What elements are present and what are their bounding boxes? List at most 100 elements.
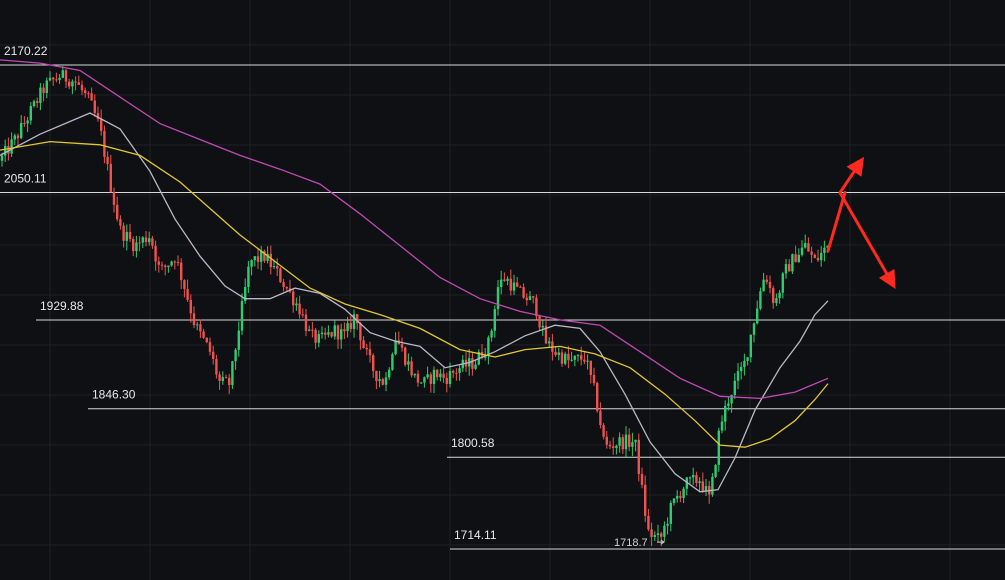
candle-up xyxy=(352,314,356,329)
candle-up xyxy=(340,329,343,340)
candle-up xyxy=(573,356,576,360)
low-marker: 1718.7 xyxy=(614,537,665,549)
candle-down xyxy=(202,331,205,338)
forecast-arrows xyxy=(826,156,896,290)
candle-down xyxy=(452,370,455,373)
candle-up xyxy=(45,80,48,94)
candle-down xyxy=(765,279,768,282)
candle-up xyxy=(308,329,311,331)
candle-up xyxy=(727,403,730,406)
candle-up xyxy=(711,476,714,495)
price-level-label: 1800.58 xyxy=(451,436,495,450)
price-level-label: 2050.11 xyxy=(4,171,47,185)
candle-down xyxy=(583,359,586,362)
candle-down xyxy=(311,329,314,331)
candle-down xyxy=(637,439,640,474)
candle-down xyxy=(183,280,186,289)
candle-down xyxy=(90,93,93,101)
candle-up xyxy=(778,292,781,299)
candle-down xyxy=(381,379,384,385)
candle-up xyxy=(487,337,490,356)
candle-down xyxy=(372,355,375,371)
candle-down xyxy=(554,351,557,355)
price-level-label: 2170.22 xyxy=(4,44,48,58)
candle-down xyxy=(410,361,413,376)
candle-down xyxy=(256,256,260,262)
candle-up xyxy=(333,325,336,337)
candle-down xyxy=(794,254,797,263)
candle-down xyxy=(132,238,135,252)
candle-up xyxy=(250,260,253,267)
candle-down xyxy=(122,225,125,241)
candle-up xyxy=(29,106,32,121)
candle-up xyxy=(391,354,394,370)
candle-down xyxy=(365,347,368,350)
candle-up xyxy=(724,405,727,422)
candle-down xyxy=(84,90,87,94)
price-levels: 2170.22 2050.11 1929.88 1846.30 1800.58 1714.… xyxy=(0,44,1005,550)
candle-up xyxy=(631,442,634,447)
candle-down xyxy=(592,374,596,384)
candle-down xyxy=(93,100,96,114)
candle-up xyxy=(260,250,263,262)
candle-up xyxy=(474,364,477,369)
candle-up xyxy=(541,325,544,328)
candle-down xyxy=(701,481,704,491)
candle-up xyxy=(148,238,151,243)
candle-down xyxy=(80,84,84,91)
candle-down xyxy=(516,282,519,287)
candle-up xyxy=(746,357,749,361)
ma-mid-line xyxy=(0,140,829,448)
candle-up xyxy=(624,434,628,450)
candle-up xyxy=(682,488,685,499)
candle-up xyxy=(759,291,762,309)
candle-down xyxy=(404,347,407,365)
candle-up xyxy=(420,382,423,384)
candle-down xyxy=(314,329,317,343)
candle-up xyxy=(32,101,36,107)
candle-down xyxy=(349,323,352,329)
candle-down xyxy=(644,484,647,516)
candle-up xyxy=(48,77,52,81)
candle-down xyxy=(612,446,615,448)
candle-down xyxy=(269,253,272,268)
candle-up xyxy=(743,360,746,368)
candle-up xyxy=(247,266,250,288)
candle-down xyxy=(103,130,106,157)
candle-down xyxy=(112,191,116,205)
candle-up xyxy=(384,377,388,385)
candle-down xyxy=(119,219,122,226)
moving-averages xyxy=(0,59,829,493)
candle-up xyxy=(791,254,794,272)
candle-up xyxy=(736,371,740,381)
forecast-arrow xyxy=(826,191,847,253)
candle-up xyxy=(413,373,416,376)
candle-up xyxy=(237,330,240,350)
candle-down xyxy=(362,340,365,348)
candle-down xyxy=(276,266,279,269)
candle-down xyxy=(263,250,266,261)
candle-up xyxy=(528,296,532,301)
candle-up xyxy=(432,369,436,384)
price-level-label: 1846.30 xyxy=(92,388,136,402)
candle-down xyxy=(154,245,157,262)
candle-up xyxy=(820,252,823,261)
candle-down xyxy=(608,444,612,447)
candle-up xyxy=(781,273,784,293)
candle-down xyxy=(205,337,208,343)
candle-down xyxy=(343,329,346,332)
low-price-label: 1718.7 xyxy=(614,537,648,549)
candle-down xyxy=(375,370,378,382)
candle-up xyxy=(775,298,778,304)
candle-up xyxy=(663,525,666,537)
candle-down xyxy=(282,282,285,287)
candle-down xyxy=(128,232,132,239)
candle-down xyxy=(471,358,474,369)
candle-down xyxy=(535,297,538,317)
candle-down xyxy=(77,82,80,85)
candle-down xyxy=(602,425,605,437)
candle-down xyxy=(695,474,698,484)
candle-up xyxy=(20,123,23,139)
candle-down xyxy=(180,262,183,281)
candle-down xyxy=(580,355,583,360)
